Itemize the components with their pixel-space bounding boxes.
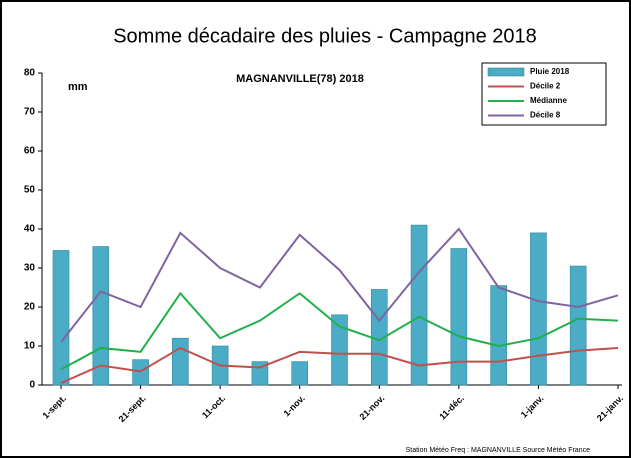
y-tick-label: 70 [24,107,36,118]
y-axis-label: mm [68,81,88,93]
line [60,346,619,384]
bar [92,246,110,386]
y-tick-label: 50 [24,185,36,196]
bar [450,248,468,386]
legend-label: Décile 8 [530,111,561,120]
legend-swatch [487,67,525,77]
bar [172,337,189,386]
y-tick-label: 0 [29,380,35,391]
bar [569,265,587,386]
legend-label: Médianne [530,96,567,105]
line [60,227,619,343]
line [60,291,619,371]
legend-label: Décile 2 [530,82,561,91]
y-tick-label: 80 [24,68,36,79]
y-tick-label: 40 [24,224,36,235]
bar [291,361,309,386]
footer: Station Météo Freq : MAGNANVILLE Source … [406,447,591,454]
chart-title: Somme décadaire des pluies - Campagne 20… [113,25,537,47]
bar [331,314,348,386]
bar [410,224,428,386]
legend-label: Pluie 2018 [530,67,570,76]
y-tick-label: 20 [24,302,36,313]
y-tick-label: 30 [24,263,36,274]
bar [52,250,70,386]
bar [490,285,507,386]
y-tick-label: 10 [24,341,36,352]
y-tick-label: 60 [24,146,36,157]
bar [530,232,547,386]
subtitle: MAGNANVILLE(78) 2018 [236,73,364,85]
